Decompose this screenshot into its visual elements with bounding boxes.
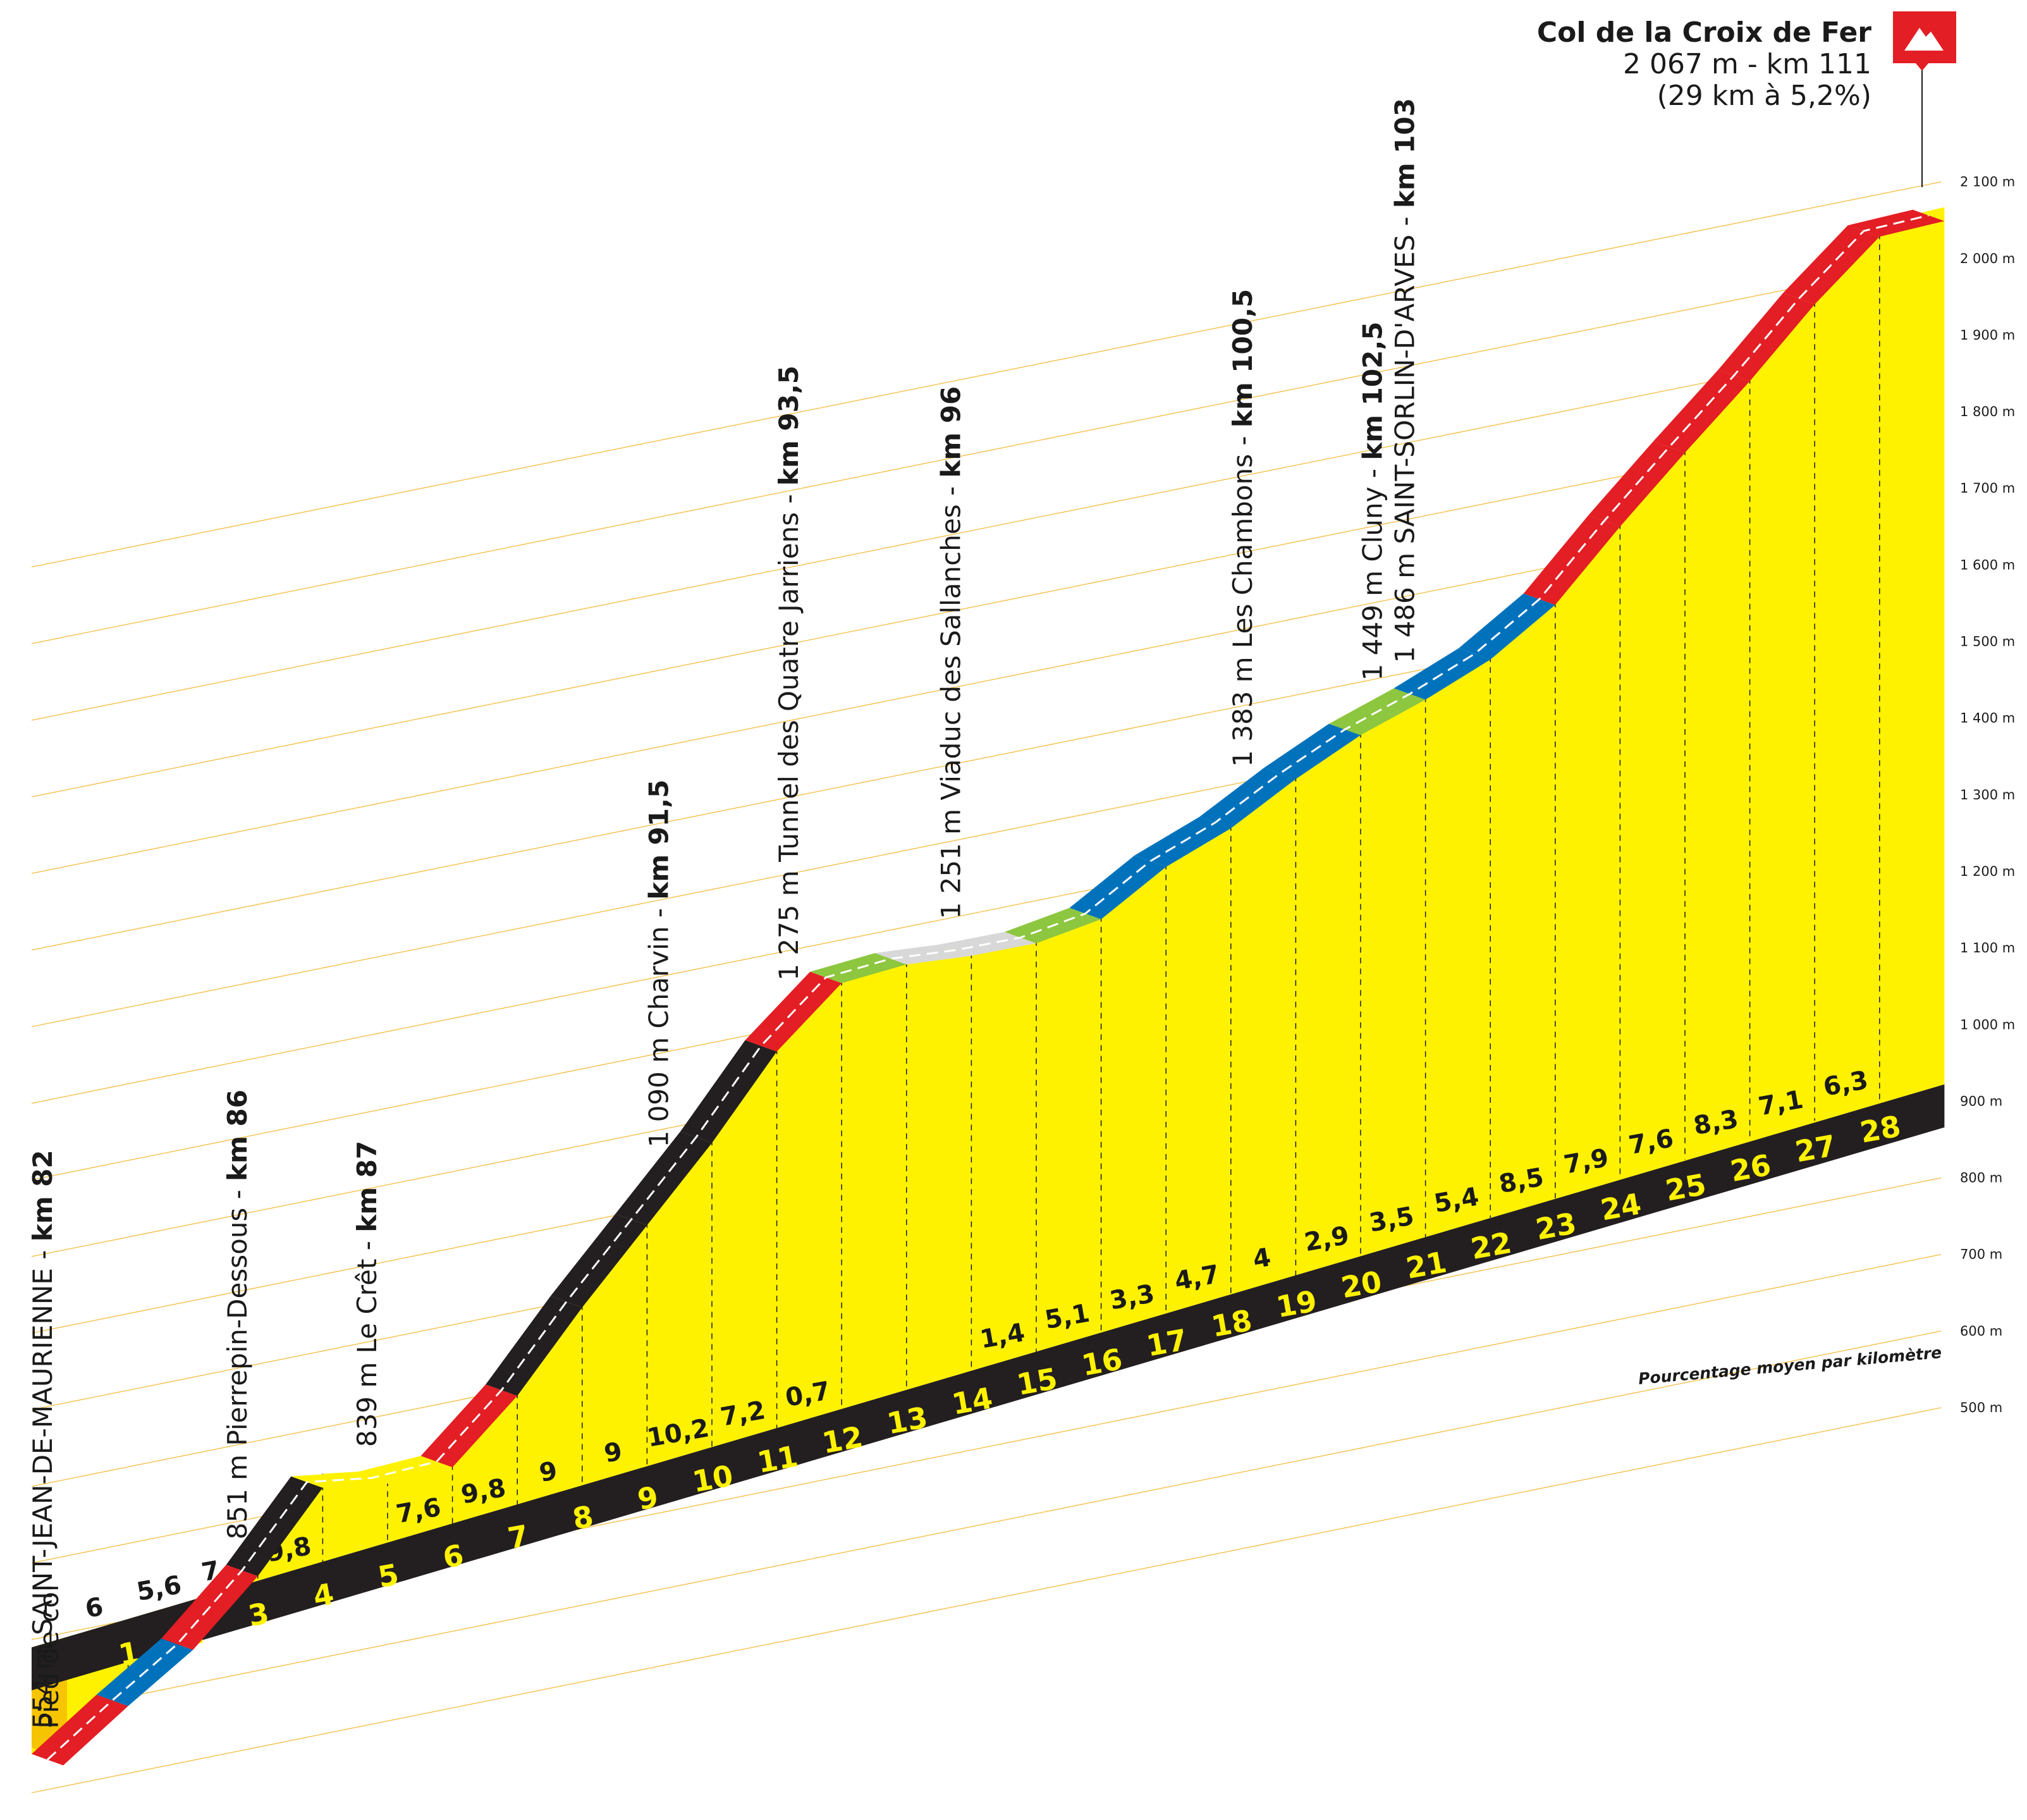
km-marker: 28	[1858, 1109, 1903, 1149]
km-marker: 20	[1338, 1264, 1384, 1305]
gridline	[31, 258, 1942, 644]
km-marker: 11	[755, 1439, 800, 1479]
km-marker: 18	[1209, 1303, 1254, 1343]
profile-fill	[32, 207, 1945, 1754]
charvin-annotation-place: 1 090 m Charvin -	[644, 900, 675, 1148]
km-marker: 12	[819, 1420, 865, 1460]
summit-name: Col de la Croix de Fer	[1537, 16, 1871, 49]
gridline	[31, 1407, 1942, 1793]
y-tick-label: 1 300 m	[1960, 787, 2015, 802]
cret-annotation-km: km 87	[352, 1141, 383, 1233]
chambons-annotation: 1 383 m Les Chambons - km 100,5	[1227, 289, 1258, 767]
mountain-icon	[1904, 28, 1944, 51]
km-marker: 23	[1533, 1206, 1579, 1246]
pierrepin-annotation-km: km 86	[222, 1090, 253, 1181]
charvin-annotation-km: km 91,5	[644, 780, 675, 900]
y-tick-label: 1 600 m	[1960, 557, 2015, 572]
km-marker: 21	[1404, 1245, 1449, 1285]
legend-note: Pourcentage moyen par kilomètre	[1638, 1343, 1942, 1388]
tunnel-annotation-place: 1 275 m Tunnel des Quatre Jarriens -	[773, 486, 804, 981]
charvin-annotation: 1 090 m Charvin - km 91,5	[644, 780, 675, 1148]
km-marker: 25	[1663, 1167, 1708, 1208]
y-tick-label: 700 m	[1960, 1247, 2002, 1262]
tunnel-annotation: 1 275 m Tunnel des Quatre Jarriens - km …	[773, 366, 804, 981]
start-annotation: 554 m SAINT-JEAN-DE-MAURIENNE - km 82	[27, 1150, 58, 1728]
y-tick-label: 2 100 m	[1960, 175, 2015, 190]
summit-altitude-km: 2 067 m - km 111	[1623, 48, 1871, 80]
sorlin-annotation: 1 486 m SAINT-SORLIN-D'ARVES - km 103	[1390, 98, 1421, 663]
cret-annotation-place: 839 m Le Crêt -	[352, 1233, 383, 1447]
viaduc-annotation: 1 251 m Viaduc des Sallanches - km 96	[935, 386, 966, 919]
gridline	[31, 335, 1942, 721]
pierrepin-annotation-place: 851 m Pierrepin-Dessous -	[222, 1181, 253, 1540]
altitude-tick-labels: 500 m 600 m 700 m 800 m 900 m 1 000 m 1 100 m 1…	[1960, 175, 2015, 1415]
summit-summary: (29 km à 5,2%)	[1657, 80, 1871, 112]
sorlin-annotation-place: 1 486 m SAINT-SORLIN-D'ARVES -	[1390, 208, 1421, 663]
distance-base-band: 1234567891011121314151617181920212223242…	[32, 1066, 1945, 1690]
start-subtitle: Pied de col	[34, 1584, 64, 1728]
viaduc-annotation-km: km 96	[935, 386, 966, 478]
y-tick-label: 1 000 m	[1960, 1017, 2015, 1032]
y-tick-label: 1 700 m	[1960, 481, 2015, 496]
km-marker: 10	[690, 1458, 735, 1499]
cluny-annotation-place: 1 449 m Cluny -	[1357, 460, 1388, 681]
gridline	[31, 1331, 1942, 1717]
km-marker: 22	[1468, 1226, 1514, 1266]
gridline	[31, 181, 1942, 568]
gradient-ribbon	[32, 209, 1945, 1766]
cluny-annotation: 1 449 m Cluny - km 102,5	[1357, 321, 1388, 680]
y-tick-label: 2 000 m	[1960, 251, 2015, 266]
chambons-annotation-place: 1 383 m Les Chambons -	[1227, 427, 1258, 767]
summit-flag	[1893, 11, 1956, 187]
y-tick-label: 1 800 m	[1960, 404, 2015, 419]
y-tick-label: 900 m	[1960, 1093, 2002, 1109]
km-marker: 24	[1598, 1186, 1643, 1227]
gradient-ribbon-segment	[420, 1384, 518, 1468]
y-tick-label: 1 100 m	[1960, 940, 2015, 956]
gradient-value: 5,6	[135, 1570, 184, 1607]
gradient-value: 6	[83, 1592, 105, 1624]
y-tick-label: 1 900 m	[1960, 328, 2015, 343]
annotations: 554 m SAINT-JEAN-DE-MAURIENNE - km 82 851…	[27, 98, 1421, 1729]
tunnel-annotation-km: km 93,5	[773, 366, 804, 486]
viaduc-annotation-place: 1 251 m Viaduc des Sallanches -	[935, 478, 966, 919]
km-marker: 14	[949, 1380, 995, 1421]
y-tick-label: 800 m	[1960, 1171, 2002, 1186]
cluny-annotation-km: km 102,5	[1357, 321, 1388, 460]
km-marker: 15	[1014, 1362, 1060, 1402]
y-tick-label: 1 400 m	[1960, 711, 2015, 726]
start-annotation-km: km 82	[27, 1150, 58, 1241]
y-tick-label: 1 500 m	[1960, 634, 2015, 649]
km-marker: 16	[1079, 1342, 1125, 1382]
y-tick-label: 1 200 m	[1960, 864, 2015, 879]
sorlin-annotation-km: km 103	[1390, 98, 1421, 208]
gridline	[31, 411, 1942, 797]
pierrepin-annotation: 851 m Pierrepin-Dessous - km 86	[222, 1090, 253, 1539]
y-tick-label: 600 m	[1960, 1324, 2002, 1339]
ribbon-centerline	[46, 214, 1929, 1761]
gradient-ribbon-segment	[874, 944, 972, 965]
km-marker: 17	[1144, 1322, 1189, 1363]
cret-annotation: 839 m Le Crêt - km 87	[352, 1141, 383, 1447]
km-marker: 13	[885, 1400, 930, 1441]
chambons-annotation-km: km 100,5	[1227, 289, 1258, 427]
km-marker: 19	[1273, 1284, 1319, 1324]
km-marker: 27	[1792, 1128, 1838, 1169]
base-band	[32, 1084, 1945, 1690]
y-tick-label: 500 m	[1960, 1400, 2002, 1415]
start-annotation-place: 554 m SAINT-JEAN-DE-MAURIENNE -	[27, 1241, 58, 1728]
km-marker: 26	[1728, 1148, 1773, 1188]
